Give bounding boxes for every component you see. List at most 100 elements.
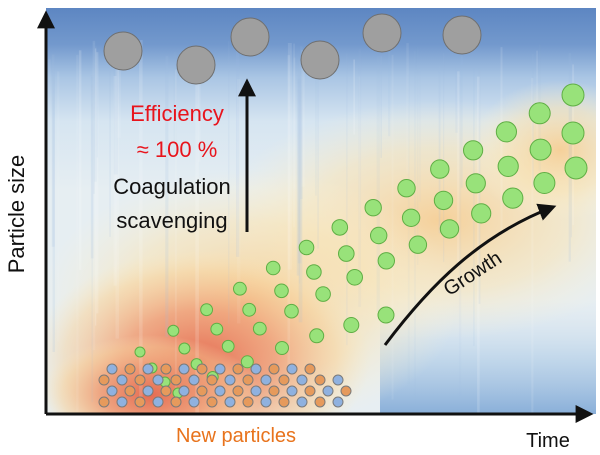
new-particle <box>124 385 136 397</box>
new-particle <box>232 385 244 397</box>
new-particle <box>332 374 344 386</box>
new-particle <box>98 374 110 386</box>
growing-particle <box>346 269 364 286</box>
new-particle <box>304 363 316 375</box>
background-streak <box>173 51 177 153</box>
new-particle <box>160 363 172 375</box>
new-particle <box>232 363 244 375</box>
background-streak <box>388 43 391 137</box>
growing-particle <box>561 83 585 107</box>
new-particle <box>250 385 262 397</box>
growing-particle <box>471 203 492 224</box>
growing-particle <box>401 208 421 228</box>
background-streak <box>315 62 317 196</box>
background-streak <box>477 76 480 414</box>
background-streak <box>90 75 94 259</box>
growing-particle <box>265 260 281 276</box>
growing-particle <box>178 342 191 355</box>
background-streak <box>94 48 97 326</box>
new-particle <box>152 396 164 408</box>
new-particle <box>124 363 136 375</box>
background-streak <box>195 70 199 414</box>
growth-arrow <box>383 203 557 346</box>
growing-particle <box>502 187 524 209</box>
background-streak <box>287 55 291 387</box>
large-particle <box>300 40 340 80</box>
growing-particle <box>343 317 360 333</box>
background-streak <box>353 59 355 135</box>
background-streaks <box>48 40 575 414</box>
growing-particle <box>463 140 484 161</box>
new-particle <box>206 374 218 386</box>
new-particle <box>250 363 262 375</box>
new-particle <box>314 396 326 408</box>
growing-particle <box>561 121 585 145</box>
new-particle <box>224 396 236 408</box>
new-particle <box>278 396 290 408</box>
background-streak <box>358 76 360 230</box>
new-particle <box>160 385 172 397</box>
background-streak <box>96 52 99 314</box>
background-streak <box>391 54 394 400</box>
growing-particle <box>275 341 289 355</box>
new-particle <box>170 374 182 386</box>
growing-particle <box>433 190 454 211</box>
background-streak <box>460 42 463 188</box>
background-streak <box>117 69 121 138</box>
new-particle <box>142 385 154 397</box>
new-particle <box>242 374 254 386</box>
new-particle <box>196 385 208 397</box>
background-streak <box>298 60 303 323</box>
growing-particle <box>252 321 267 336</box>
growing-particle <box>210 322 224 336</box>
background-streak <box>414 51 416 407</box>
new-particle <box>242 396 254 408</box>
background-streak <box>52 70 55 353</box>
growing-particle <box>309 328 325 344</box>
background-streak <box>91 77 94 403</box>
new-particle <box>152 374 164 386</box>
new-particle <box>268 385 280 397</box>
background-streak <box>76 54 79 412</box>
growing-particle <box>240 355 254 369</box>
growing-particle <box>430 159 450 179</box>
growing-particle <box>242 302 257 317</box>
background-streak <box>301 50 305 187</box>
efficiency-label: Efficiency <box>130 101 224 126</box>
new-particle <box>278 374 290 386</box>
growing-particle <box>528 102 551 125</box>
y-axis-label: Particle size <box>4 155 29 274</box>
background-streak <box>51 54 55 247</box>
background-streak <box>139 40 143 399</box>
large-particle <box>230 17 270 57</box>
background-streak <box>407 74 410 385</box>
new-particle <box>134 396 146 408</box>
growing-particle <box>497 155 519 177</box>
background-streak <box>358 48 362 307</box>
background-streak <box>109 53 111 237</box>
growing-particle <box>233 281 247 296</box>
background-streak <box>317 42 319 249</box>
growing-particle <box>439 219 460 239</box>
background-streak <box>458 77 462 397</box>
new-particle <box>260 374 272 386</box>
growing-particle <box>200 303 214 317</box>
new-particle <box>286 363 298 375</box>
growing-particle <box>397 179 416 198</box>
new-particle <box>206 396 218 408</box>
background-streak <box>92 40 96 351</box>
background-streak <box>198 54 201 162</box>
new-particle <box>286 385 298 397</box>
growing-particle <box>529 138 552 161</box>
new-particle <box>314 374 326 386</box>
new-particle <box>322 385 334 397</box>
new-particle <box>188 396 200 408</box>
growing-particle <box>364 199 382 217</box>
growing-particles <box>134 83 588 399</box>
new-particle <box>260 396 272 408</box>
new-particle <box>340 385 352 397</box>
new-particle <box>332 396 344 408</box>
large-particle <box>103 31 143 71</box>
background-streak <box>457 71 460 265</box>
growing-particle <box>221 339 235 353</box>
